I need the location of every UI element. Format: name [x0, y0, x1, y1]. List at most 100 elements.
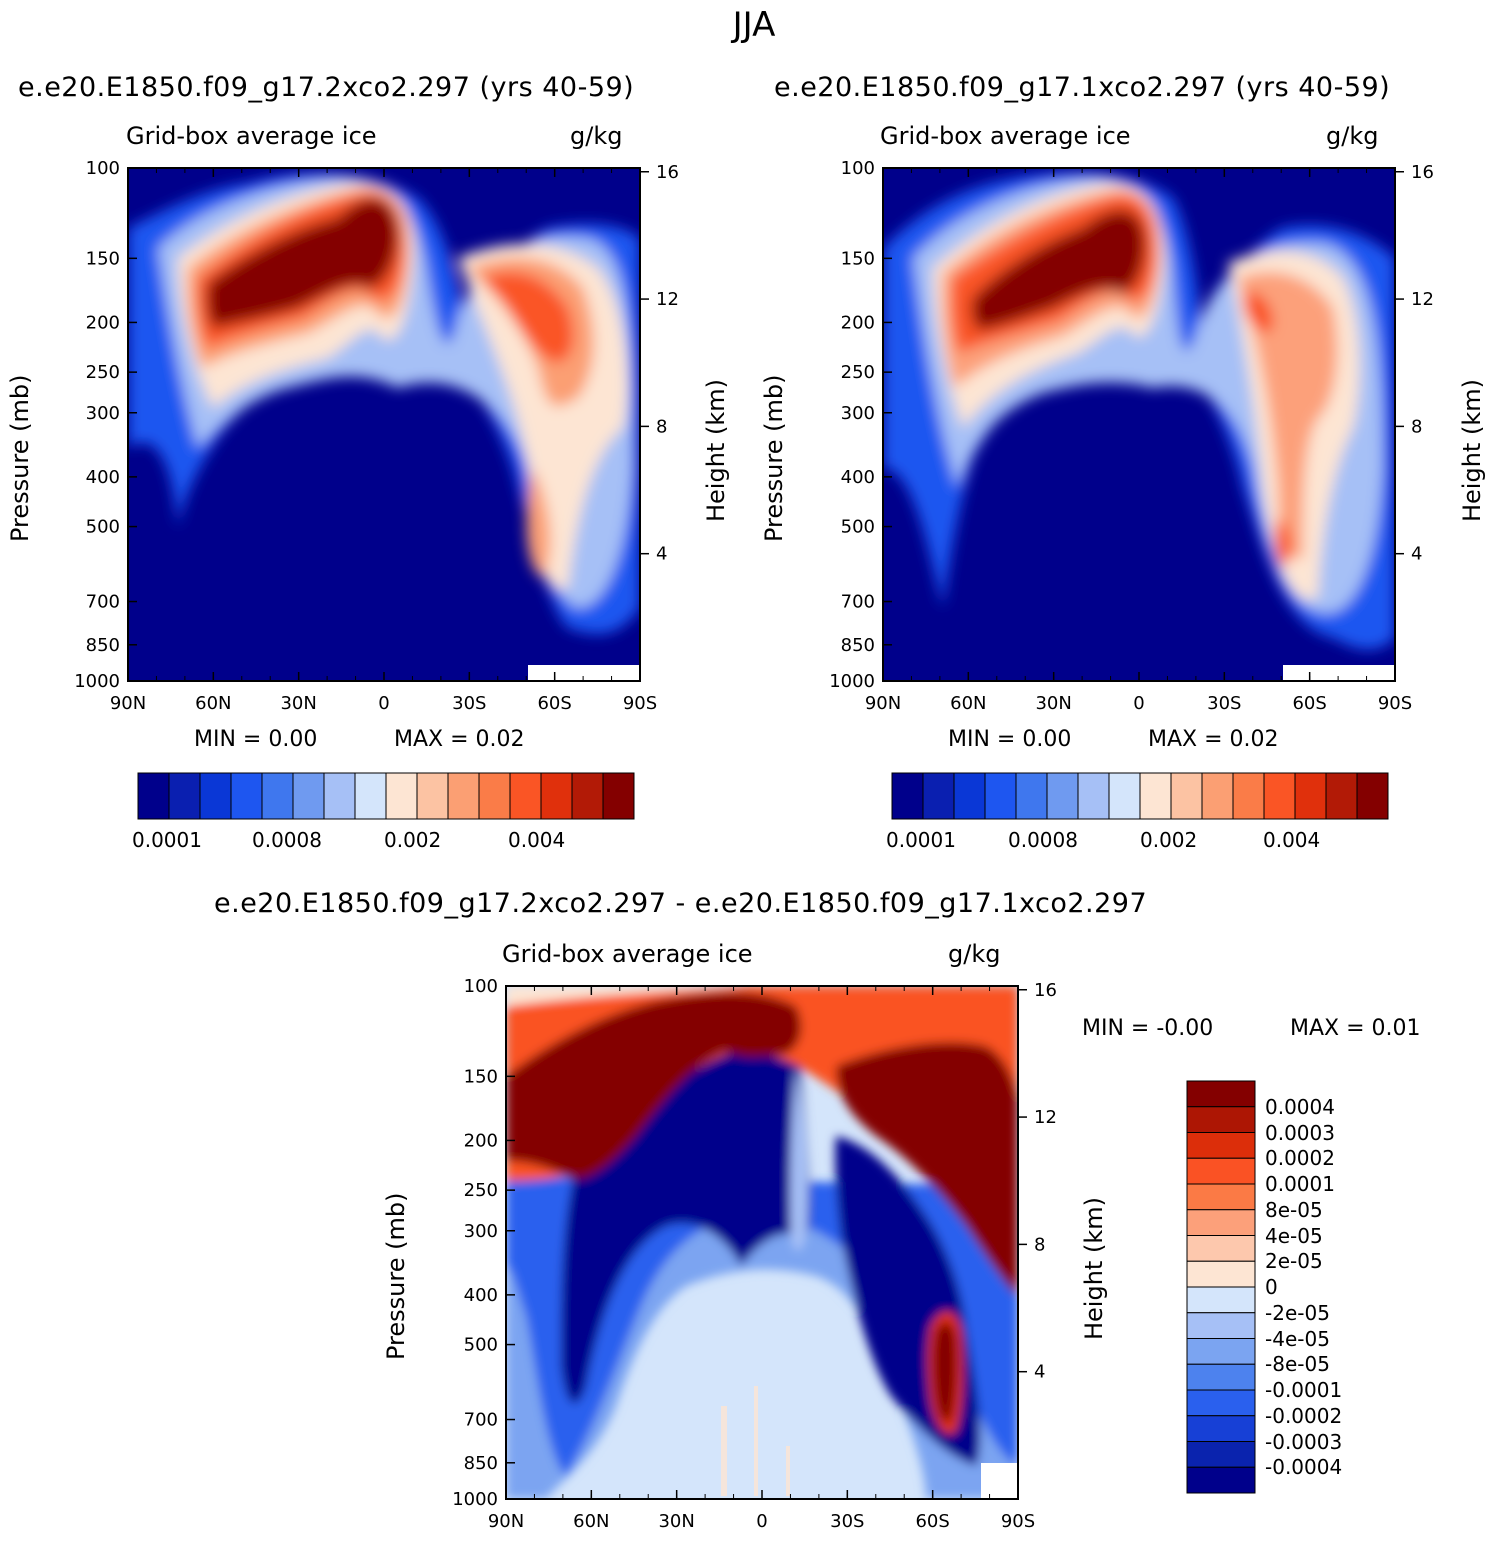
panel3-pressure-tick-label: 400 — [464, 1285, 498, 1306]
panel3-lat-tick-label: 30S — [830, 1511, 864, 1532]
panel1-lat-tick-label: 30N — [280, 693, 316, 714]
panel3-lat-tick-label: 90S — [1001, 1511, 1035, 1532]
panel1-colorbar-box — [137, 772, 170, 820]
panel2-colorbar-label-2: 0.0008 — [1008, 828, 1078, 852]
panel3-height-tick-label: 8 — [1034, 1234, 1045, 1255]
panel3-pressure-tick-label: 700 — [464, 1410, 498, 1431]
panel1-pressure-tick-label: 500 — [86, 517, 120, 538]
panel2-units: g/kg — [1326, 122, 1379, 150]
panel1-colorbar-box — [354, 772, 387, 820]
panel3-cream-streak-2 — [754, 1386, 758, 1496]
panel2-lat-tick-label: 0 — [1133, 693, 1144, 714]
panel1-axis-frame: 100 150 200 250 300 400 500 700 850 1000 16 12 8 4 90N… — [74, 158, 679, 714]
panel2-pressure-tick-label: 150 — [841, 248, 875, 269]
panel3-colorbar-box — [1186, 1389, 1256, 1417]
panel3-lat-tick-label: 90N — [488, 1511, 524, 1532]
panel3-colorbar-box — [1186, 1441, 1256, 1468]
panel1-colorbar-label-4: 0.004 — [508, 828, 566, 852]
panel3-variable-title: Grid-box average ice — [502, 940, 753, 968]
panel3-pressure-tick-label: 150 — [464, 1066, 498, 1087]
panel1-pressure-tick-label: 400 — [86, 467, 120, 488]
panel2-lat-tick-label: 90N — [865, 693, 901, 714]
panel1-lat-tick-label: 60N — [195, 693, 231, 714]
panel1-colorbar-box — [261, 772, 294, 820]
panel3-colorbar-box — [1186, 1466, 1256, 1494]
panel3-colorbar-label: 8e-05 — [1265, 1197, 1323, 1222]
panel3-colorbar-label: -0.0004 — [1265, 1455, 1343, 1480]
panel2-colorbar-box — [1015, 772, 1048, 820]
panel2-colorbar-label-1: 0.0001 — [886, 828, 956, 852]
panel3-colorbar-label: -0.0001 — [1265, 1378, 1343, 1402]
panel3-colorbar-label: 0 — [1265, 1275, 1278, 1299]
panel2-pressure-tick-label: 700 — [841, 592, 875, 613]
panel1-max-stat: MAX = 0.02 — [394, 727, 525, 752]
panel1-colorbar-label-2: 0.0008 — [252, 828, 322, 852]
panel2-lat-tick-label: 30S — [1207, 693, 1241, 714]
panel2-height-tick-label: 16 — [1411, 162, 1434, 183]
panel3-contour-darkred-right — [836, 1042, 1018, 1296]
panel1-colorbar-box — [385, 772, 418, 820]
panel3-axis-frame: 100 150 200 250 300 400 500 700 850 1000 16 12 8 4 90N… — [452, 976, 1057, 1532]
panel2-pressure-tick-label: 1000 — [829, 671, 875, 692]
panel2-colorbar-box — [1325, 772, 1358, 820]
panel3-colorbar-box — [1186, 1157, 1256, 1185]
panel3-colorbar-label: -8e-05 — [1265, 1352, 1330, 1377]
panel3-height-tick-label: 4 — [1034, 1362, 1045, 1383]
panel3-colorbar-label: 0.0002 — [1265, 1146, 1335, 1171]
panel2-pressure-tick-label: 850 — [841, 635, 875, 656]
panel2-height-tick-label: 8 — [1411, 416, 1422, 437]
panel3-colorbar-box — [1186, 1132, 1256, 1159]
panel1-pressure-tick-label: 150 — [86, 248, 120, 269]
panel3-colorbar-label: 2e-05 — [1265, 1249, 1323, 1274]
panel1-pressure-tick-label: 850 — [86, 635, 120, 656]
panel3-lat-tick-label: 60N — [573, 1511, 609, 1532]
panel2-colorbar-box — [1077, 772, 1110, 820]
panel1-height-tick-label: 16 — [656, 162, 679, 183]
panel1-colorbar-box — [602, 772, 635, 820]
panel3-colorbar-label: -0.0002 — [1265, 1403, 1343, 1428]
panel1-colorbar-box — [509, 772, 542, 820]
panel1-colorbar-label-1: 0.0001 — [132, 828, 202, 852]
panel3-colorbar-box — [1186, 1415, 1256, 1442]
panel1-lat-tick-label: 0 — [378, 693, 389, 714]
panel1-lat-tick-label: 60S — [537, 693, 571, 714]
panel3-colorbar-box — [1186, 1235, 1256, 1262]
panel1-pressure-tick-label: 200 — [86, 312, 120, 333]
panel2-plot — [883, 168, 1395, 681]
panel2-pressure-tick-label: 100 — [841, 158, 875, 179]
panel1-colorbar-label-3: 0.002 — [384, 828, 442, 852]
panel1-contour-darkred — [206, 198, 399, 328]
panel2-axis-frame: 100 150 200 250 300 400 500 700 850 1000 16 12 8 4 90N… — [829, 158, 1434, 714]
panel3-colorbar-box — [1186, 1183, 1256, 1211]
panel3-plot-border — [505, 985, 1019, 1500]
panel3-pressure-tick-label: 500 — [464, 1335, 498, 1356]
panel2-colorbar-box — [953, 772, 986, 820]
panel3-colorbar-box — [1186, 1312, 1256, 1339]
panel1-colorbar-box — [447, 772, 480, 820]
panel1-pressure-tick-label: 1000 — [74, 671, 120, 692]
panel1-pressure-tick-label: 700 — [86, 592, 120, 613]
panel2-lat-tick-label: 60N — [950, 693, 986, 714]
panel3-colorbar-box — [1186, 1209, 1256, 1236]
panel3-pressure-tick-label: 300 — [464, 1221, 498, 1242]
panel1-lat-tick-label: 90S — [623, 693, 657, 714]
panel3-colorbar — [1186, 1080, 1256, 1494]
panel1-pressure-tick-label: 250 — [86, 362, 120, 383]
panel2-colorbar-box — [922, 772, 955, 820]
panel3-cream-streak-3 — [786, 1446, 790, 1496]
panel2-variable-title: Grid-box average ice — [880, 122, 1131, 150]
panel1-case-title: e.e20.E1850.f09_g17.2xco2.297 (yrs 40-59… — [18, 72, 635, 103]
panel3-colorbar-box — [1186, 1080, 1256, 1108]
panel3-height-tick-label: 16 — [1034, 980, 1057, 1001]
panel2-colorbar-box — [1046, 772, 1079, 820]
panel3-pressure-tick-label: 1000 — [452, 1489, 498, 1510]
panel3-contour-darkblue — [561, 1036, 981, 1466]
panel3-colorbar-box — [1186, 1106, 1256, 1133]
panel3-lat-tick-label: 60S — [915, 1511, 949, 1532]
panel1-colorbar-box — [168, 772, 201, 820]
panel1-colorbar-box — [416, 772, 449, 820]
panel3-pressure-tick-label: 200 — [464, 1130, 498, 1151]
panel3-cream-streak-1 — [721, 1406, 727, 1496]
panel2-pressure-tick-label: 200 — [841, 312, 875, 333]
